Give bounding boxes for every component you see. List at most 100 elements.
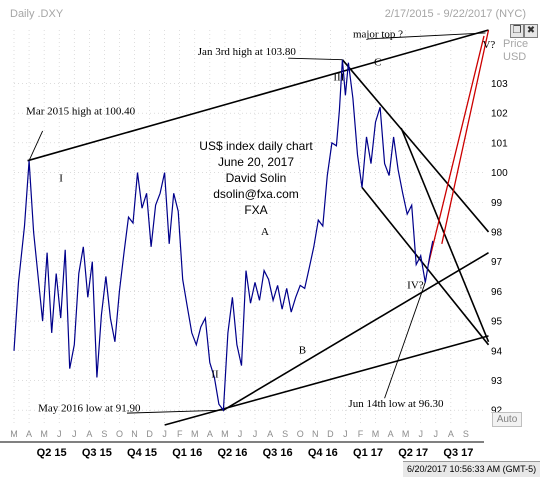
month-label-13: A	[207, 429, 213, 439]
callout-line-0	[28, 130, 44, 161]
restore-icon[interactable]: ❐	[510, 24, 524, 38]
month-label-20: N	[312, 429, 319, 439]
month-label-19: O	[297, 429, 304, 439]
wave-label-4: V?	[482, 39, 495, 51]
wave-label-7: C	[374, 57, 381, 69]
price-label: Price	[503, 38, 529, 50]
callout-line-4	[384, 282, 426, 399]
month-label-25: A	[388, 429, 394, 439]
trendline-3	[341, 59, 490, 233]
quarter-label-7: Q1 17	[353, 447, 383, 459]
y-tick-label-3: 95	[491, 317, 503, 328]
timestamp-text: 6/20/2017 10:56:33 AM (GMT-5)	[407, 464, 537, 474]
y-tick-label-7: 99	[491, 198, 503, 209]
month-label-28: J	[434, 429, 439, 439]
month-label-15: J	[238, 429, 243, 439]
annotations: major top ? Jan 3rd high at 103.80 Mar 201…	[26, 28, 444, 414]
chart-title-line-4: FXA	[244, 203, 267, 217]
wave-label-2: III	[333, 71, 344, 83]
symbol-title: Daily .DXY	[10, 8, 64, 20]
x-axis: M A M J J A S O N D J F M A M J J A S O N D J F M A M J J A SQ2 15 Q3 1…	[0, 429, 484, 459]
title-bar: Daily .DXY 2/17/2015 - 9/22/2017 (NYC)	[0, 0, 540, 28]
y-tick-label-9: 101	[491, 138, 508, 149]
trendline-5	[400, 127, 490, 343]
month-label-6: S	[101, 429, 107, 439]
month-label-11: F	[177, 429, 183, 439]
chart-title-line-1: June 20, 2017	[218, 155, 294, 169]
auto-scale-button[interactable]: Auto	[492, 412, 522, 427]
wave-label-5: A	[261, 226, 269, 238]
y-tick-label-1: 93	[491, 376, 503, 387]
annotation-3: May 2016 low at 91.90	[38, 403, 141, 415]
month-label-24: M	[372, 429, 380, 439]
month-label-8: N	[131, 429, 138, 439]
price-series-line	[13, 59, 434, 412]
month-label-5: A	[86, 429, 92, 439]
price-axis-label: Price USD	[503, 38, 528, 64]
close-icon[interactable]: ✖	[524, 24, 538, 38]
quarter-label-8: Q2 17	[398, 447, 428, 459]
y-tick-label-4: 96	[491, 287, 503, 298]
trendline-2	[222, 252, 489, 411]
wave-label-3: IV?	[407, 279, 424, 291]
wave-label-0: I	[59, 172, 63, 184]
quarter-label-4: Q2 16	[217, 447, 247, 459]
month-label-30: S	[463, 429, 469, 439]
y-tick-label-10: 102	[491, 109, 508, 120]
wave-label-1: II	[211, 368, 219, 380]
y-tick-label-8: 100	[491, 168, 508, 179]
trendline-4	[361, 186, 490, 346]
chart-title-line-3: dsolin@fxa.com	[213, 187, 299, 201]
annotation-1: Jan 3rd high at 103.80	[198, 46, 297, 58]
month-label-12: M	[191, 429, 199, 439]
y-tick-label-6: 98	[491, 227, 503, 238]
trendlines	[27, 29, 490, 426]
callout-line-3	[126, 409, 224, 414]
quarter-label-3: Q1 16	[172, 447, 202, 459]
annotation-2: Mar 2015 high at 100.40	[26, 106, 136, 118]
chart-title-block: US$ index daily chart June 20, 2017 David …	[199, 139, 313, 217]
y-tick-label-2: 94	[491, 346, 503, 357]
y-axis: 92 93 94 95 96 97 98 99 100 101 102 103	[491, 79, 508, 417]
month-label-16: J	[253, 429, 258, 439]
month-label-23: F	[358, 429, 364, 439]
quarter-label-1: Q3 15	[82, 447, 112, 459]
chart-title-line-0: US$ index daily chart	[199, 139, 313, 153]
month-label-21: D	[327, 429, 334, 439]
callout-lines	[28, 32, 486, 414]
month-label-7: O	[116, 429, 123, 439]
status-bar: 6/20/2017 10:56:33 AM (GMT-5)	[403, 461, 540, 477]
callout-line-2	[367, 32, 486, 40]
trendline-7	[441, 29, 490, 244]
annotation-4: Jun 14th low at 96.30	[348, 398, 444, 410]
month-label-3: J	[57, 429, 62, 439]
month-label-27: J	[418, 429, 423, 439]
month-label-4: J	[72, 429, 77, 439]
y-tick-label-11: 103	[491, 79, 508, 90]
trendline-6	[427, 35, 485, 265]
annotation-0: major top ?	[353, 28, 403, 40]
month-label-0: M	[10, 429, 18, 439]
chart-title-line-2: David Solin	[226, 171, 287, 185]
month-label-26: M	[402, 429, 410, 439]
callout-line-1	[288, 57, 343, 61]
quarter-label-2: Q4 15	[127, 447, 157, 459]
month-label-22: J	[343, 429, 348, 439]
wave-label-6: B	[299, 345, 306, 357]
month-label-29: A	[448, 429, 454, 439]
month-label-18: S	[282, 429, 288, 439]
date-range-title: 2/17/2015 - 9/22/2017 (NYC)	[384, 8, 526, 20]
month-label-14: M	[221, 429, 229, 439]
y-tick-label-0: 92	[491, 406, 503, 417]
month-label-2: M	[40, 429, 48, 439]
quarter-label-6: Q4 16	[308, 447, 338, 459]
month-label-10: J	[162, 429, 167, 439]
y-tick-label-5: 97	[491, 257, 503, 268]
month-label-17: A	[267, 429, 273, 439]
quarter-label-5: Q3 16	[263, 447, 293, 459]
currency-label: USD	[503, 51, 527, 63]
quarter-label-9: Q3 17	[443, 447, 473, 459]
